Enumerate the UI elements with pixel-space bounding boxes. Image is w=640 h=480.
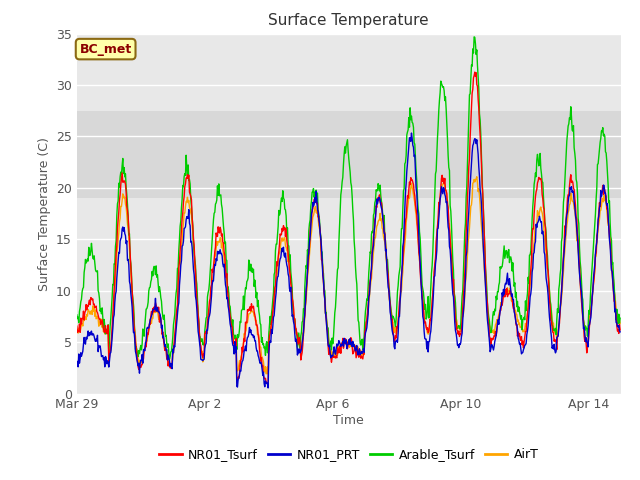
AirT — [355, 351, 363, 357]
Line: AirT: AirT — [77, 177, 620, 374]
Arable_Tsurf — [147, 284, 154, 290]
NR01_PRT — [401, 209, 409, 215]
NR01_PRT — [408, 130, 415, 136]
AirT — [490, 327, 497, 333]
Arable_Tsurf — [470, 34, 478, 40]
Arable_Tsurf — [616, 315, 624, 321]
NR01_Tsurf — [490, 336, 497, 342]
Line: NR01_Tsurf: NR01_Tsurf — [77, 72, 620, 383]
X-axis label: Time: Time — [333, 414, 364, 427]
AirT — [616, 321, 624, 326]
NR01_PRT — [616, 329, 624, 335]
NR01_PRT — [147, 317, 154, 323]
NR01_PRT — [264, 385, 272, 391]
NR01_Tsurf — [147, 322, 154, 327]
AirT — [264, 371, 272, 377]
Line: Arable_Tsurf: Arable_Tsurf — [77, 37, 620, 359]
NR01_PRT — [73, 360, 81, 366]
Arable_Tsurf — [490, 309, 497, 314]
NR01_Tsurf — [135, 367, 143, 372]
Y-axis label: Surface Temperature (C): Surface Temperature (C) — [38, 137, 51, 290]
Arable_Tsurf — [73, 312, 81, 318]
Legend: NR01_Tsurf, NR01_PRT, Arable_Tsurf, AirT: NR01_Tsurf, NR01_PRT, Arable_Tsurf, AirT — [154, 443, 543, 466]
AirT — [73, 328, 81, 334]
AirT — [401, 240, 409, 246]
AirT — [135, 360, 143, 366]
NR01_Tsurf — [616, 327, 624, 333]
NR01_PRT — [135, 360, 143, 366]
AirT — [473, 174, 481, 180]
AirT — [183, 199, 191, 204]
NR01_Tsurf — [73, 323, 81, 329]
Text: BC_met: BC_met — [79, 43, 132, 56]
NR01_PRT — [490, 347, 497, 353]
Arable_Tsurf — [166, 356, 173, 362]
Line: NR01_PRT: NR01_PRT — [77, 133, 620, 388]
NR01_Tsurf — [471, 69, 479, 75]
NR01_PRT — [355, 349, 363, 355]
Arable_Tsurf — [355, 320, 363, 325]
NR01_Tsurf — [264, 380, 271, 386]
Arable_Tsurf — [401, 161, 409, 167]
Title: Surface Temperature: Surface Temperature — [269, 13, 429, 28]
Arable_Tsurf — [135, 348, 143, 353]
NR01_Tsurf — [355, 354, 363, 360]
NR01_Tsurf — [183, 176, 191, 181]
Bar — [77, 111, 621, 198]
NR01_PRT — [183, 214, 191, 219]
AirT — [147, 316, 154, 322]
NR01_Tsurf — [401, 229, 409, 235]
Arable_Tsurf — [184, 173, 191, 179]
